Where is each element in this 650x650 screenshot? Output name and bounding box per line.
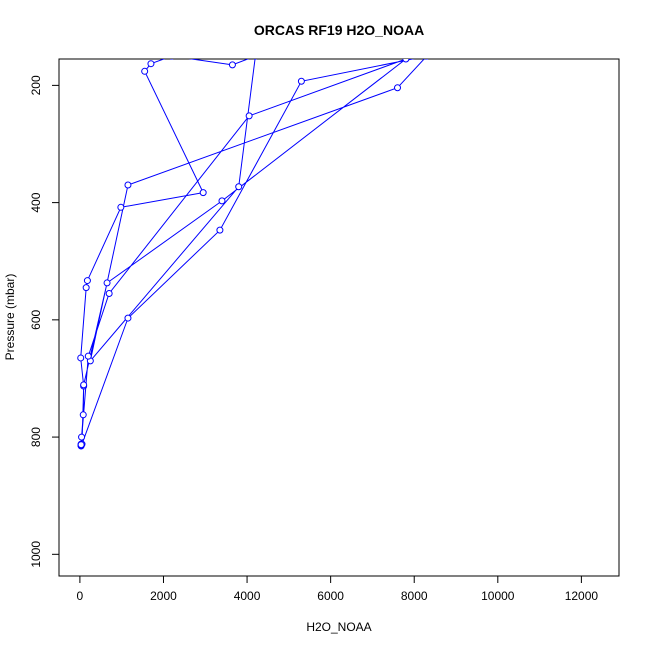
- x-axis-label: H2O_NOAA: [306, 620, 371, 634]
- data-point: [424, 59, 429, 60]
- x-tick-label: 2000: [150, 589, 177, 603]
- data-point: [79, 411, 87, 419]
- y-axis: 200 400 600 800 1000: [29, 75, 59, 568]
- data-point: [83, 277, 91, 285]
- data-point: [297, 77, 305, 85]
- data-point: [147, 60, 155, 68]
- data-point: [82, 284, 90, 292]
- series-line: [80, 59, 425, 447]
- plot-frame: [58, 58, 620, 577]
- x-tick-label: 4000: [234, 589, 261, 603]
- data-point: [78, 433, 86, 441]
- data-point: [245, 112, 253, 120]
- data-point: [117, 203, 125, 211]
- y-axis-label: Pressure (mbar): [3, 274, 17, 361]
- data-point: [199, 189, 207, 197]
- data-point: [218, 197, 226, 205]
- x-tick-label: 10000: [481, 589, 515, 603]
- data-point: [394, 84, 402, 92]
- y-tick-label: 1000: [29, 541, 43, 568]
- data-point: [169, 59, 174, 60]
- data-point: [124, 181, 132, 189]
- data-point: [103, 279, 111, 287]
- data-point: [124, 314, 132, 322]
- x-tick-label: 0: [77, 589, 84, 603]
- y-tick-label: 200: [29, 75, 43, 95]
- data-point: [84, 352, 92, 360]
- x-axis: 0 2000 4000 6000 8000 10000 12000: [77, 576, 599, 603]
- data-point: [253, 59, 258, 60]
- data-point: [228, 61, 236, 69]
- y-tick-label: 600: [29, 310, 43, 330]
- chart-title: ORCAS RF19 H2O_NOAA: [254, 22, 424, 38]
- x-tick-label: 6000: [317, 589, 344, 603]
- y-tick-label: 800: [29, 427, 43, 447]
- data-point: [80, 381, 88, 389]
- data-point: [77, 354, 85, 362]
- data-point: [216, 226, 224, 234]
- data-point: [141, 67, 149, 75]
- data-point: [77, 441, 85, 449]
- data-point: [402, 59, 410, 63]
- data-point: [235, 183, 243, 191]
- plot-area: [77, 59, 429, 450]
- x-tick-label: 8000: [401, 589, 428, 603]
- y-tick-label: 400: [29, 192, 43, 212]
- x-tick-label: 12000: [565, 589, 599, 603]
- data-point: [105, 289, 113, 297]
